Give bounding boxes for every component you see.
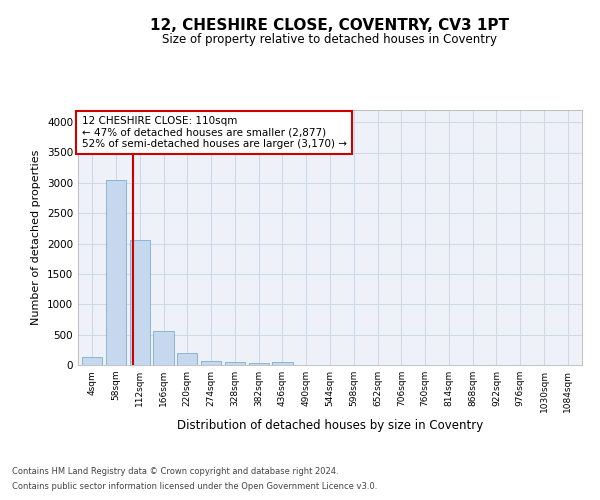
Text: 12, CHESHIRE CLOSE, COVENTRY, CV3 1PT: 12, CHESHIRE CLOSE, COVENTRY, CV3 1PT [151,18,509,32]
Bar [130,240,150,365]
Bar [154,332,173,365]
X-axis label: Distribution of detached houses by size in Coventry: Distribution of detached houses by size … [177,419,483,432]
Bar [248,362,269,365]
Text: Contains HM Land Registry data © Crown copyright and database right 2024.: Contains HM Land Registry data © Crown c… [12,467,338,476]
Bar [82,356,103,365]
Bar [106,180,126,365]
Text: Size of property relative to detached houses in Coventry: Size of property relative to detached ho… [163,32,497,46]
Y-axis label: Number of detached properties: Number of detached properties [31,150,41,325]
Bar [177,353,197,365]
Text: Contains public sector information licensed under the Open Government Licence v3: Contains public sector information licen… [12,482,377,491]
Bar [225,362,245,365]
Text: 12 CHESHIRE CLOSE: 110sqm
← 47% of detached houses are smaller (2,877)
52% of se: 12 CHESHIRE CLOSE: 110sqm ← 47% of detac… [82,116,347,150]
Bar [272,362,293,365]
Bar [201,361,221,365]
